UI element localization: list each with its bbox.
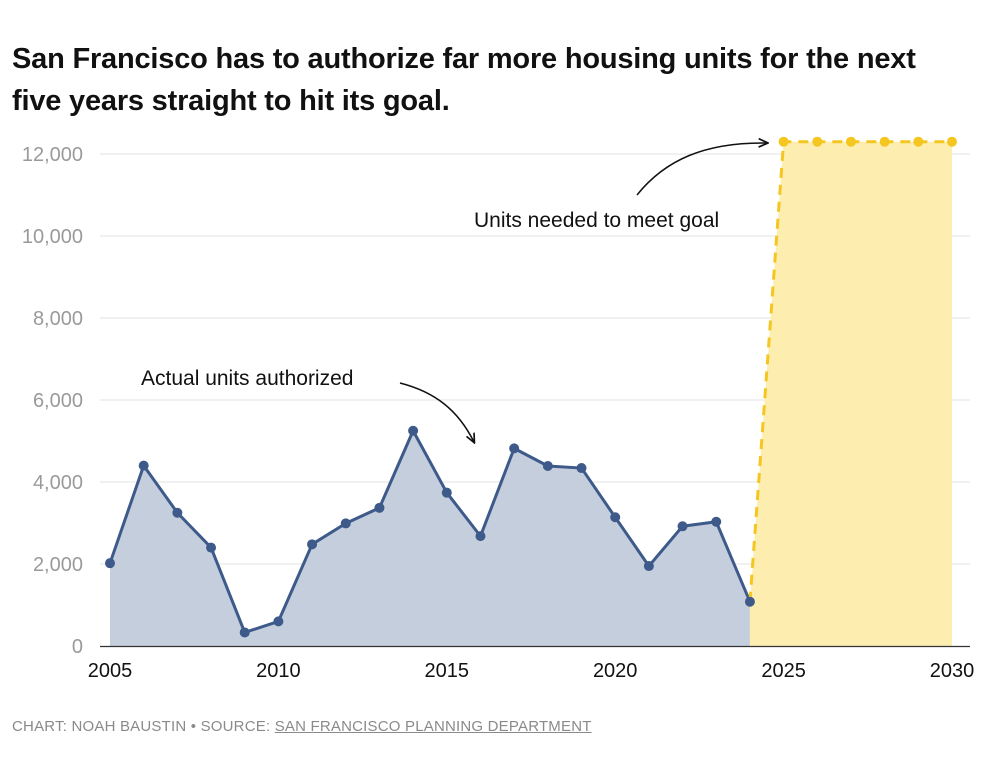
actual-units-point [105,558,115,569]
annotation-actual-units: Actual units authorized [141,367,353,390]
chart-title: San Francisco has to authorize far more … [12,43,916,117]
y-tick-label: 8,000 [33,308,83,330]
goal-units-point [913,136,924,147]
chart-footer: CHART: NOAH BAUSTIN • SOURCE: SAN FRANCI… [12,718,592,735]
actual-units-point [239,627,250,638]
actual-units-point [744,596,755,607]
x-tick-label: 2015 [425,660,470,682]
actual-units-point [475,531,486,542]
actual-units-point [677,521,688,532]
actual-units-point [408,425,419,436]
x-tick-label: 2010 [256,660,301,682]
x-tick-label: 2025 [761,660,806,682]
actual-units-point [542,461,553,472]
actual-units-point [576,463,587,474]
y-tick-label: 0 [72,636,83,658]
actual-units-point [172,507,183,518]
actual-units-point [374,502,385,513]
actual-units-line [108,429,752,634]
actual-units-point [138,460,149,471]
actual-units-point [273,616,284,627]
y-tick-label: 6,000 [33,390,83,412]
actual-units-point [711,516,722,527]
actual-units-point [206,542,217,553]
goal-units-point [778,136,789,147]
annotation-arrow-actual [399,382,474,442]
actual-units-point [610,512,621,523]
goal-units-point [845,136,856,147]
annotation-arrow-goal [636,143,767,196]
y-tick-label: 12,000 [22,144,83,166]
y-tick-label: 10,000 [22,226,83,248]
series-layer [105,136,957,646]
actual-units-point [340,518,351,529]
goal-units-point [879,136,890,147]
actual-units-point [509,443,520,454]
y-tick-label: 2,000 [33,554,83,576]
goal-units-point [947,136,957,147]
x-tick-label: 2005 [88,660,133,682]
actual-units-point [441,487,452,498]
actual-units-point [643,561,654,572]
x-axis-ticks: 2005 2010 2015 2020 2025 2030 [88,660,975,682]
goal-units-area [749,141,952,646]
actual-units-point [307,539,318,550]
x-tick-label: 2030 [930,660,975,682]
y-axis-ticks: 0 2,000 4,000 6,000 8,000 10,000 12,000 [22,144,83,658]
footer-credit: CHART: NOAH BAUSTIN • SOURCE: [12,718,275,735]
y-tick-label: 4,000 [33,472,83,494]
annotation-goal-units: Units needed to meet goal [474,209,719,232]
goal-units-point [812,136,823,147]
source-link[interactable]: SAN FRANCISCO PLANNING DEPARTMENT [274,718,592,735]
actual-units-area [110,430,750,646]
x-tick-label: 2020 [593,660,638,682]
